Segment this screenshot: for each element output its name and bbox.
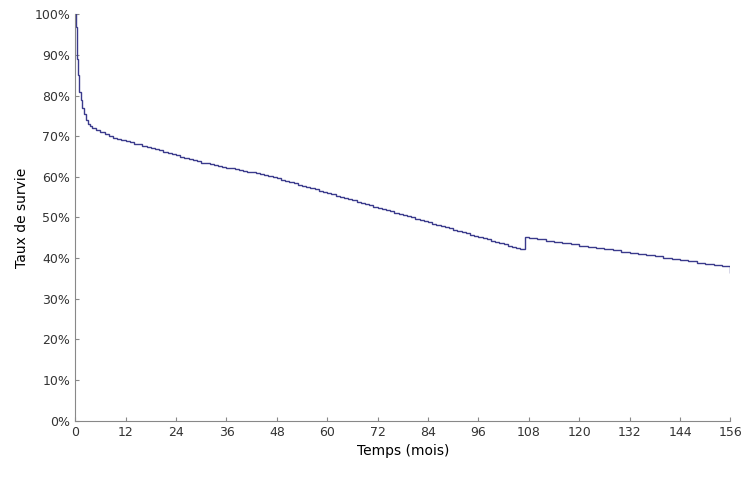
Y-axis label: Taux de survie: Taux de survie <box>15 167 29 268</box>
X-axis label: Temps (mois): Temps (mois) <box>357 444 449 458</box>
